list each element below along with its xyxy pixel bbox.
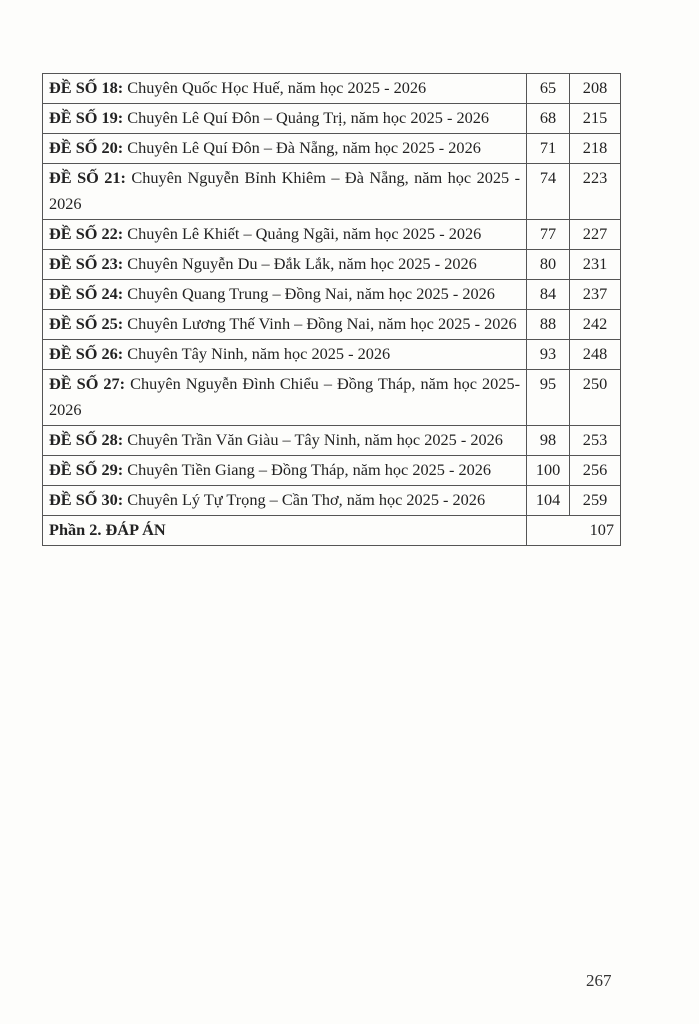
entry-answer-page: 250 <box>569 369 621 426</box>
entry-title: ĐỀ SỐ 26: Chuyên Tây Ninh, năm học 2025 … <box>41 339 528 370</box>
entry-exam-page: 74 <box>526 163 571 220</box>
toc-row: ĐỀ SỐ 20: Chuyên Lê Quí Đôn – Đà Nẵng, n… <box>41 133 621 164</box>
entry-answer-page: 237 <box>569 279 621 310</box>
entry-exam-page: 80 <box>526 249 571 280</box>
entry-label: ĐỀ SỐ 19: <box>49 108 124 127</box>
entry-exam-page: 65 <box>526 73 571 104</box>
entry-label: ĐỀ SỐ 27: <box>49 374 126 393</box>
entry-title: ĐỀ SỐ 27: Chuyên Nguyễn Đình Chiểu – Đồn… <box>41 369 528 426</box>
entry-text: Chuyên Lê Quí Đôn – Đà Nẵng, năm học 202… <box>123 138 481 157</box>
entry-text: Chuyên Quang Trung – Đồng Nai, năm học 2… <box>123 284 495 303</box>
entry-answer-page: 227 <box>569 219 621 250</box>
entry-label: ĐỀ SỐ 18: <box>49 78 124 97</box>
toc-row: ĐỀ SỐ 19: Chuyên Lê Quí Đôn – Quảng Trị,… <box>41 103 621 134</box>
entry-title: ĐỀ SỐ 29: Chuyên Tiền Giang – Đồng Tháp,… <box>41 455 528 486</box>
entry-label: ĐỀ SỐ 29: <box>49 460 124 479</box>
entry-text: Chuyên Nguyễn Bỉnh Khiêm – Đà Nẵng, năm … <box>49 168 521 213</box>
entry-answer-page: 231 <box>569 249 621 280</box>
entry-text: Chuyên Nguyễn Đình Chiểu – Đồng Tháp, nă… <box>49 374 521 419</box>
entry-exam-page: 88 <box>526 309 571 340</box>
entry-label: ĐỀ SỐ 30: <box>49 490 124 509</box>
entry-answer-page: 259 <box>569 485 621 516</box>
entry-text: Chuyên Lê Khiết – Quảng Ngãi, năm học 20… <box>123 224 482 243</box>
entry-exam-page: 77 <box>526 219 571 250</box>
entry-title: ĐỀ SỐ 30: Chuyên Lý Tự Trọng – Cần Thơ, … <box>41 485 528 516</box>
toc-row: ĐỀ SỐ 25: Chuyên Lương Thế Vinh – Đồng N… <box>41 309 621 340</box>
toc-row: ĐỀ SỐ 18: Chuyên Quốc Học Huế, năm học 2… <box>41 73 621 104</box>
entry-answer-page: 256 <box>569 455 621 486</box>
entry-title: ĐỀ SỐ 21: Chuyên Nguyễn Bỉnh Khiêm – Đà … <box>41 163 528 220</box>
entry-title: ĐỀ SỐ 28: Chuyên Trần Văn Giàu – Tây Nin… <box>41 425 528 456</box>
entry-title: ĐỀ SỐ 22: Chuyên Lê Khiết – Quảng Ngãi, … <box>41 219 528 250</box>
entry-title: ĐỀ SỐ 20: Chuyên Lê Quí Đôn – Đà Nẵng, n… <box>41 133 528 164</box>
entry-answer-page: 223 <box>569 163 621 220</box>
entry-text: Chuyên Tây Ninh, năm học 2025 - 2026 <box>123 344 391 363</box>
entry-label: ĐỀ SỐ 24: <box>49 284 124 303</box>
entry-answer-page: 248 <box>569 339 621 370</box>
entry-exam-page: 68 <box>526 103 571 134</box>
entry-label: ĐỀ SỐ 26: <box>49 344 124 363</box>
toc-row: ĐỀ SỐ 29: Chuyên Tiền Giang – Đồng Tháp,… <box>41 455 621 486</box>
entry-exam-page: 93 <box>526 339 571 370</box>
entry-text: Chuyên Lương Thế Vinh – Đồng Nai, năm họ… <box>123 314 517 333</box>
toc-row: ĐỀ SỐ 27: Chuyên Nguyễn Đình Chiểu – Đồn… <box>41 369 621 426</box>
entry-answer-page: 215 <box>569 103 621 134</box>
entry-label: ĐỀ SỐ 20: <box>49 138 124 157</box>
toc-row: ĐỀ SỐ 24: Chuyên Quang Trung – Đồng Nai,… <box>41 279 621 310</box>
entry-exam-page: 84 <box>526 279 571 310</box>
entry-label: ĐỀ SỐ 22: <box>49 224 124 243</box>
toc-row: ĐỀ SỐ 28: Chuyên Trần Văn Giàu – Tây Nin… <box>41 425 621 456</box>
toc-row: ĐỀ SỐ 23: Chuyên Nguyễn Du – Đắk Lắk, nă… <box>41 249 621 280</box>
toc-row: ĐỀ SỐ 21: Chuyên Nguyễn Bỉnh Khiêm – Đà … <box>41 163 621 220</box>
entry-answer-page: 242 <box>569 309 621 340</box>
entry-text: Chuyên Nguyễn Du – Đắk Lắk, năm học 2025… <box>123 254 477 273</box>
entry-exam-page: 98 <box>526 425 571 456</box>
entry-exam-page: 95 <box>526 369 571 426</box>
section-row: Phần 2. ĐÁP ÁN 107 <box>41 515 621 546</box>
section-page: 107 <box>526 515 621 546</box>
entry-text: Chuyên Lê Quí Đôn – Quảng Trị, năm học 2… <box>123 108 490 127</box>
entry-text: Chuyên Tiền Giang – Đồng Tháp, năm học 2… <box>123 460 492 479</box>
entry-answer-page: 218 <box>569 133 621 164</box>
entry-label: ĐỀ SỐ 23: <box>49 254 124 273</box>
entry-title: ĐỀ SỐ 23: Chuyên Nguyễn Du – Đắk Lắk, nă… <box>41 249 528 280</box>
section-title: Phần 2. ĐÁP ÁN <box>41 515 528 546</box>
entry-answer-page: 253 <box>569 425 621 456</box>
entry-text: Chuyên Trần Văn Giàu – Tây Ninh, năm học… <box>123 430 503 449</box>
entry-exam-page: 71 <box>526 133 571 164</box>
entry-answer-page: 208 <box>569 73 621 104</box>
entry-label: ĐỀ SỐ 25: <box>49 314 124 333</box>
toc-row: ĐỀ SỐ 30: Chuyên Lý Tự Trọng – Cần Thơ, … <box>41 485 621 516</box>
entry-text: Chuyên Lý Tự Trọng – Cần Thơ, năm học 20… <box>123 490 486 509</box>
entry-label: ĐỀ SỐ 28: <box>49 430 124 449</box>
entry-title: ĐỀ SỐ 25: Chuyên Lương Thế Vinh – Đồng N… <box>41 309 528 340</box>
entry-exam-page: 100 <box>526 455 571 486</box>
entry-title: ĐỀ SỐ 24: Chuyên Quang Trung – Đồng Nai,… <box>41 279 528 310</box>
entry-label: ĐỀ SỐ 21: <box>49 168 126 187</box>
page-number: 267 <box>586 971 612 990</box>
toc-row: ĐỀ SỐ 26: Chuyên Tây Ninh, năm học 2025 … <box>41 339 621 370</box>
entry-title: ĐỀ SỐ 18: Chuyên Quốc Học Huế, năm học 2… <box>41 73 528 104</box>
entry-title: ĐỀ SỐ 19: Chuyên Lê Quí Đôn – Quảng Trị,… <box>41 103 528 134</box>
toc-row: ĐỀ SỐ 22: Chuyên Lê Khiết – Quảng Ngãi, … <box>41 219 621 250</box>
entry-text: Chuyên Quốc Học Huế, năm học 2025 - 2026 <box>123 78 427 97</box>
table-of-contents: ĐỀ SỐ 18: Chuyên Quốc Học Huế, năm học 2… <box>41 73 621 546</box>
entry-exam-page: 104 <box>526 485 571 516</box>
